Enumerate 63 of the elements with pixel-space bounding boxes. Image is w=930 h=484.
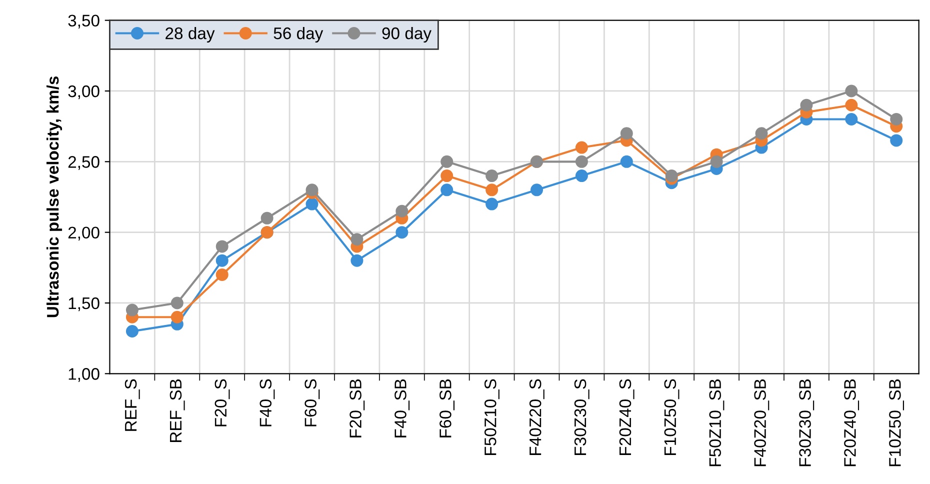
x-tick-label: F10Z50_SB xyxy=(889,379,904,466)
x-tick-label: F10Z50_S xyxy=(664,379,680,455)
x-tick-label: F40_SB xyxy=(394,379,410,438)
x-tick-label: F50Z10_S xyxy=(484,379,500,455)
x-tick-label: F40_S xyxy=(260,379,275,426)
point xyxy=(216,268,228,281)
y-tick-label: 1,50 xyxy=(68,297,100,312)
y-tick-label: 2,00 xyxy=(68,226,100,240)
point xyxy=(350,254,364,267)
y-tick-label: 3,00 xyxy=(68,85,100,100)
y-tick-label: 1,00 xyxy=(68,368,100,382)
point xyxy=(486,184,498,196)
point xyxy=(575,141,588,154)
legend-label: 28 day xyxy=(166,26,215,43)
x-tick-label: F20_SB xyxy=(350,379,365,438)
point xyxy=(126,325,138,338)
y-axis-title: Ultrasonic pulse velocity, km/s xyxy=(46,76,62,318)
point xyxy=(216,240,228,253)
point xyxy=(710,155,723,168)
point xyxy=(126,304,138,316)
point xyxy=(845,84,858,98)
legend-label: 56 day xyxy=(274,26,324,43)
x-tick-label: F20_S xyxy=(214,379,230,426)
point xyxy=(350,233,364,246)
legend-label: 90 day xyxy=(382,26,432,43)
point xyxy=(800,98,813,112)
point xyxy=(216,254,228,267)
x-tick-label: F20Z40_S xyxy=(619,379,634,455)
point xyxy=(306,184,318,196)
point xyxy=(845,113,858,126)
x-tick-label: F40Z20_SB xyxy=(754,379,770,466)
x-tick-label: REF_SB xyxy=(170,379,185,442)
point xyxy=(890,134,903,147)
point xyxy=(620,127,633,140)
point xyxy=(845,98,858,112)
x-tick-label: REF_S xyxy=(124,379,140,431)
x-tick-label: F20Z40_SB xyxy=(844,379,860,466)
point xyxy=(575,170,588,182)
point xyxy=(620,155,633,168)
x-tick-label: F30Z30_S xyxy=(574,379,590,455)
x-tick-label: F50Z10_SB xyxy=(709,379,724,466)
point xyxy=(306,198,318,210)
point xyxy=(440,155,454,168)
point xyxy=(575,155,588,168)
point xyxy=(440,170,454,182)
point xyxy=(665,170,678,182)
point xyxy=(396,204,408,218)
point xyxy=(396,226,408,239)
point xyxy=(486,198,498,210)
point xyxy=(486,170,498,182)
point xyxy=(260,212,274,224)
point xyxy=(530,184,544,196)
point xyxy=(440,184,454,196)
point xyxy=(755,127,768,140)
point xyxy=(170,310,184,324)
x-tick-label: F30Z30_SB xyxy=(799,379,814,466)
y-tick-label: 2,50 xyxy=(68,156,100,170)
x-tick-label: F40Z20_S xyxy=(529,379,544,455)
y-tick-label: 3,50 xyxy=(68,14,100,28)
point xyxy=(890,113,903,126)
x-tick-label: F60_SB xyxy=(440,379,454,438)
point xyxy=(170,296,184,310)
x-tick-label: F60_S xyxy=(304,379,320,426)
